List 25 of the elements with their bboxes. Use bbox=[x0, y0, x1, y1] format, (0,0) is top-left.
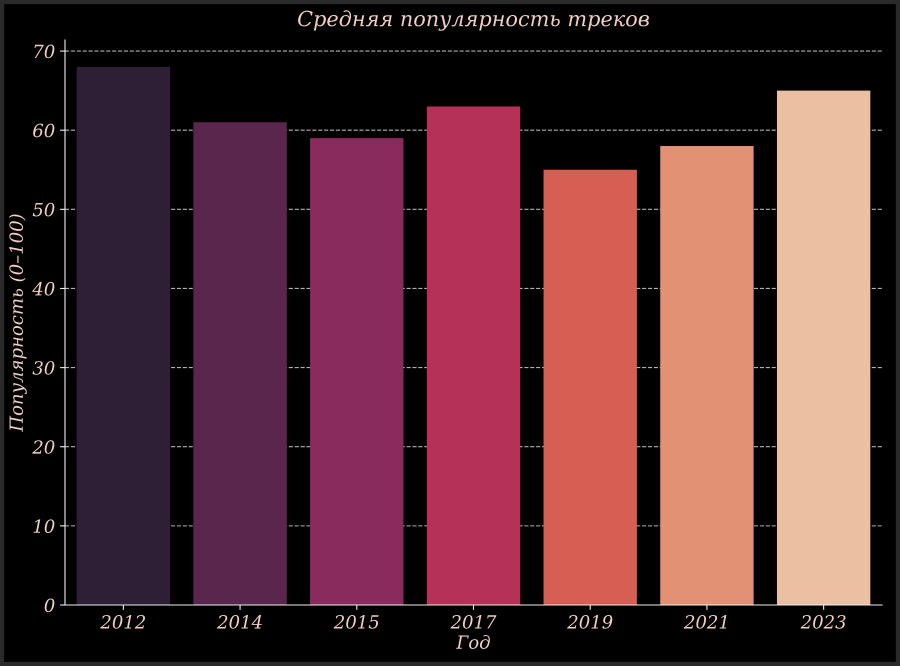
x-tick-label: 2015 bbox=[334, 615, 379, 629]
x-axis-title: Год bbox=[456, 634, 490, 649]
x-tick-label: 2012 bbox=[100, 615, 146, 629]
y-tick-label: 60 bbox=[33, 124, 54, 138]
y-tick-label: 50 bbox=[32, 202, 54, 216]
y-tick-label: 0 bbox=[44, 598, 54, 612]
bar bbox=[426, 106, 520, 605]
y-tick-label: 30 bbox=[32, 361, 54, 375]
y-tick-label: 10 bbox=[34, 519, 54, 533]
bar bbox=[544, 170, 637, 605]
bar bbox=[776, 90, 870, 605]
bar bbox=[660, 146, 754, 605]
x-tick-label: 2019 bbox=[567, 615, 612, 629]
x-tick-label: 2017 bbox=[450, 615, 496, 629]
chart-title: Средняя популярность треков bbox=[298, 10, 649, 31]
bar bbox=[310, 138, 404, 605]
x-tick-label: 2014 bbox=[217, 615, 262, 629]
bar bbox=[76, 66, 170, 605]
y-axis-title: Популярность (0–100) bbox=[9, 214, 27, 432]
bar bbox=[193, 122, 287, 605]
y-tick-label: 70 bbox=[34, 44, 54, 58]
y-tick-label: 40 bbox=[32, 282, 54, 296]
x-tick-label: 2021 bbox=[684, 615, 726, 629]
y-tick-label: 20 bbox=[32, 440, 54, 454]
x-tick-label: 2023 bbox=[800, 615, 846, 629]
